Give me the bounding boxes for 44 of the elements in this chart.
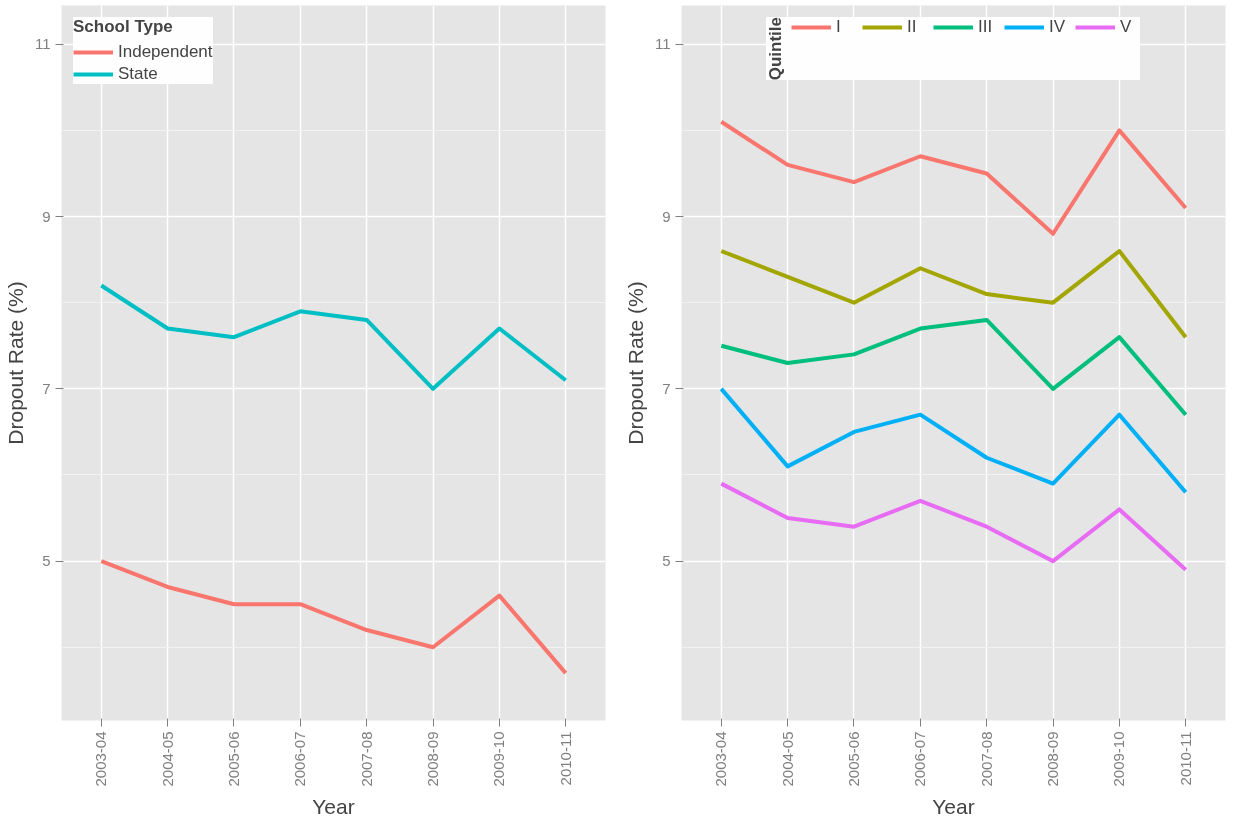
line-series: [719, 317, 1188, 417]
y-tick-label: 9: [662, 207, 671, 225]
line-series: [99, 559, 568, 676]
x-tick-label: 2006-07: [911, 731, 929, 787]
y-tick-label: 7: [662, 379, 671, 397]
y-tick-label: 5: [42, 552, 51, 570]
x-tick-label: 2009-10: [490, 731, 508, 787]
y-axis-title: Dropout Rate (%): [3, 281, 27, 445]
x-tick-label: 2007-08: [357, 731, 375, 787]
x-tick-label: 2005-06: [844, 731, 862, 787]
legend-label: IV: [1049, 17, 1067, 37]
y-tick-label: 5: [662, 552, 671, 570]
x-tick-label: 2010-11: [1176, 731, 1194, 786]
x-tick-label: 2006-07: [291, 731, 309, 787]
x-tick-label: 2003-04: [712, 731, 730, 787]
line-series: [719, 249, 1188, 340]
line-series: [719, 481, 1188, 572]
x-tick-label: 2010-11: [556, 731, 574, 786]
legend-label: I: [836, 17, 842, 37]
x-tick-label: 2009-10: [1110, 731, 1128, 787]
x-axis-title: Year: [312, 794, 355, 818]
legend-title: School Type: [73, 17, 174, 37]
x-tick-label: 2008-09: [424, 731, 442, 787]
y-tick-label: 7: [42, 379, 51, 397]
x-axis-title: Year: [932, 794, 975, 818]
legend-label: II: [907, 17, 918, 37]
y-axis-title: Dropout Rate (%): [623, 281, 647, 445]
x-tick-label: 2003-04: [92, 731, 110, 787]
x-tick-label: 2004-05: [778, 731, 796, 787]
y-tick-label: 11: [34, 35, 51, 53]
x-tick-label: 2008-09: [1044, 731, 1062, 787]
y-tick-label: 11: [654, 35, 671, 53]
line-series: [99, 283, 568, 391]
legend-label: Independent: [118, 42, 213, 62]
x-tick-label: 2005-06: [224, 731, 242, 787]
x-tick-label: 2004-05: [158, 731, 176, 787]
y-tick-label: 9: [42, 207, 51, 225]
legend-label: V: [1120, 17, 1133, 37]
line-series: [719, 386, 1188, 495]
legend-title: Quintile: [766, 17, 786, 81]
x-tick-label: 2007-08: [977, 731, 995, 787]
legend-label: III: [978, 17, 994, 37]
legend-label: State: [118, 64, 158, 84]
line-series: [719, 119, 1188, 236]
